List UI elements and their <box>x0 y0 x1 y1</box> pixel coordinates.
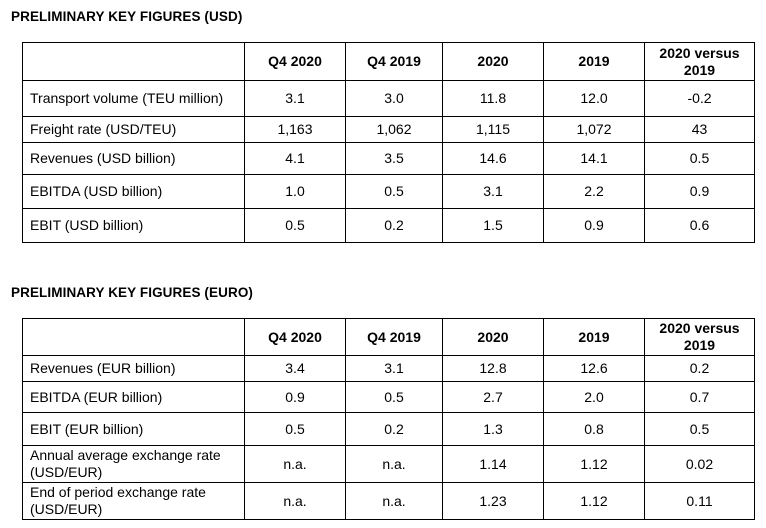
cell-q4-2020: n.a. <box>244 445 346 483</box>
cell-2020-versus-2019: 0.9 <box>644 174 755 209</box>
cell-2020-versus-2019: 0.11 <box>644 482 755 520</box>
row-label: EBIT (USD billion) <box>22 208 245 243</box>
euro-section-title: PRELIMINARY KEY FIGURES (EURO) <box>11 285 254 300</box>
cell-q4-2020: 3.4 <box>244 355 346 382</box>
header-cell-2019: 2019 <box>543 318 645 356</box>
table-row: Revenues (EUR billion) 3.4 3.1 12.8 12.6… <box>22 355 755 382</box>
cell-2019: 2.2 <box>543 174 645 209</box>
header-cell-2019: 2019 <box>543 42 645 81</box>
cell-2020-versus-2019: 0.02 <box>644 445 755 483</box>
row-label: EBITDA (USD billion) <box>22 174 245 209</box>
cell-q4-2020: 0.5 <box>244 208 346 243</box>
header-cell-q4-2019: Q4 2019 <box>345 318 443 356</box>
row-label: End of period exchange rate (USD/EUR) <box>22 482 245 520</box>
cell-2020-versus-2019: -0.2 <box>644 80 755 117</box>
cell-2020: 1.14 <box>442 445 544 483</box>
table-header-row: Q4 2020 Q4 2019 2020 2019 2020 versus 20… <box>22 42 755 81</box>
table-row: EBITDA (EUR billion) 0.9 0.5 2.7 2.0 0.7 <box>22 381 755 413</box>
header-cell-blank <box>22 42 245 81</box>
cell-2020-versus-2019: 0.2 <box>644 355 755 382</box>
table-row: Revenues (USD billion) 4.1 3.5 14.6 14.1… <box>22 142 755 175</box>
cell-2020-versus-2019: 0.5 <box>644 412 755 446</box>
row-label: EBIT (EUR billion) <box>22 412 245 446</box>
row-label: Freight rate (USD/TEU) <box>22 116 245 143</box>
header-cell-2020: 2020 <box>442 318 544 356</box>
cell-q4-2020: 1.0 <box>244 174 346 209</box>
usd-section-title: PRELIMINARY KEY FIGURES (USD) <box>11 9 243 24</box>
table-row: End of period exchange rate (USD/EUR) n.… <box>22 482 755 520</box>
cell-2020-versus-2019: 0.7 <box>644 381 755 413</box>
cell-q4-2019: 3.5 <box>345 142 443 175</box>
cell-2019: 0.8 <box>543 412 645 446</box>
cell-q4-2020: 0.9 <box>244 381 346 413</box>
header-cell-q4-2020: Q4 2020 <box>244 318 346 356</box>
row-label: Annual average exchange rate (USD/EUR) <box>22 445 245 483</box>
table-row: Freight rate (USD/TEU) 1,163 1,062 1,115… <box>22 116 755 143</box>
table-row: Annual average exchange rate (USD/EUR) n… <box>22 445 755 483</box>
table-row: Transport volume (TEU million) 3.1 3.0 1… <box>22 80 755 117</box>
cell-q4-2020: 0.5 <box>244 412 346 446</box>
row-label: Transport volume (TEU million) <box>22 80 245 117</box>
cell-2020: 14.6 <box>442 142 544 175</box>
header-cell-blank <box>22 318 245 356</box>
cell-2019: 0.9 <box>543 208 645 243</box>
usd-key-figures-table: Q4 2020 Q4 2019 2020 2019 2020 versus 20… <box>22 42 755 243</box>
table-row: EBITDA (USD billion) 1.0 0.5 3.1 2.2 0.9 <box>22 174 755 209</box>
cell-q4-2019: 0.2 <box>345 412 443 446</box>
cell-2019: 12.6 <box>543 355 645 382</box>
cell-2020: 3.1 <box>442 174 544 209</box>
header-cell-q4-2019: Q4 2019 <box>345 42 443 81</box>
row-label: Revenues (USD billion) <box>22 142 245 175</box>
cell-2019: 1.12 <box>543 482 645 520</box>
cell-q4-2019: 3.0 <box>345 80 443 117</box>
cell-2020: 11.8 <box>442 80 544 117</box>
cell-q4-2019: n.a. <box>345 445 443 483</box>
cell-2019: 1,072 <box>543 116 645 143</box>
cell-q4-2020: 4.1 <box>244 142 346 175</box>
cell-2020: 12.8 <box>442 355 544 382</box>
cell-2020-versus-2019: 0.6 <box>644 208 755 243</box>
cell-q4-2020: 1,163 <box>244 116 346 143</box>
cell-q4-2019: 0.5 <box>345 174 443 209</box>
cell-2019: 2.0 <box>543 381 645 413</box>
cell-q4-2019: 0.2 <box>345 208 443 243</box>
cell-2020: 1.23 <box>442 482 544 520</box>
header-cell-2020-versus-2019: 2020 versus 2019 <box>644 42 755 81</box>
cell-2020: 1.5 <box>442 208 544 243</box>
row-label: EBITDA (EUR billion) <box>22 381 245 413</box>
header-cell-2020: 2020 <box>442 42 544 81</box>
cell-2020: 1.3 <box>442 412 544 446</box>
cell-q4-2019: 3.1 <box>345 355 443 382</box>
header-cell-q4-2020: Q4 2020 <box>244 42 346 81</box>
cell-2020-versus-2019: 43 <box>644 116 755 143</box>
euro-key-figures-table: Q4 2020 Q4 2019 2020 2019 2020 versus 20… <box>22 318 755 520</box>
header-cell-2020-versus-2019: 2020 versus 2019 <box>644 318 755 356</box>
cell-2019: 1.12 <box>543 445 645 483</box>
cell-q4-2019: n.a. <box>345 482 443 520</box>
table-header-row: Q4 2020 Q4 2019 2020 2019 2020 versus 20… <box>22 318 755 356</box>
cell-2019: 12.0 <box>543 80 645 117</box>
cell-2020-versus-2019: 0.5 <box>644 142 755 175</box>
table-row: EBIT (EUR billion) 0.5 0.2 1.3 0.8 0.5 <box>22 412 755 446</box>
cell-2020: 1,115 <box>442 116 544 143</box>
cell-q4-2020: 3.1 <box>244 80 346 117</box>
cell-2020: 2.7 <box>442 381 544 413</box>
cell-q4-2019: 1,062 <box>345 116 443 143</box>
cell-2019: 14.1 <box>543 142 645 175</box>
cell-q4-2020: n.a. <box>244 482 346 520</box>
cell-q4-2019: 0.5 <box>345 381 443 413</box>
table-row: EBIT (USD billion) 0.5 0.2 1.5 0.9 0.6 <box>22 208 755 243</box>
row-label: Revenues (EUR billion) <box>22 355 245 382</box>
